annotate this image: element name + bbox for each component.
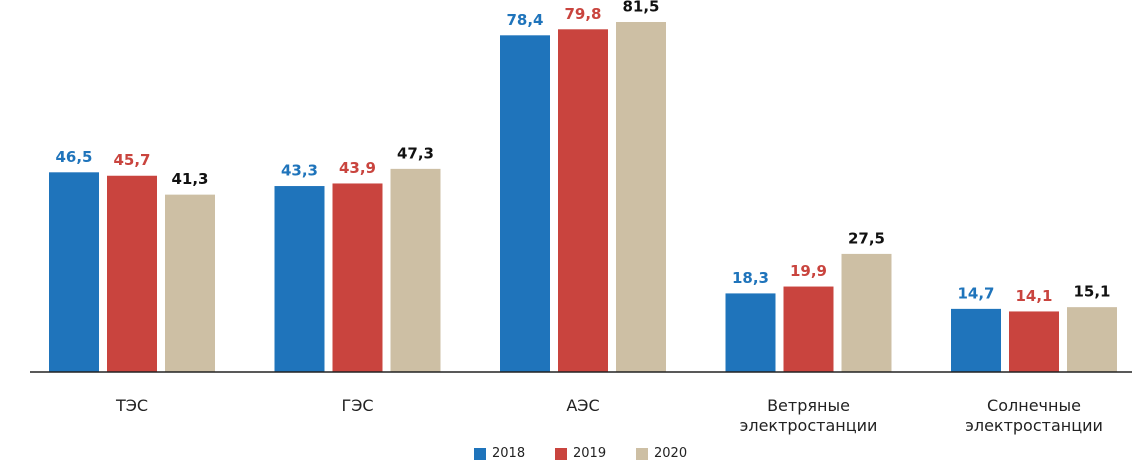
data-label: 19,9 [790,262,827,280]
bar [783,286,834,372]
legend-swatch [555,447,567,460]
data-label: 14,7 [957,284,994,302]
bar [500,35,550,372]
data-label: 18,3 [732,269,769,287]
bar [1067,307,1117,372]
data-label: 46,5 [55,148,92,166]
bar [49,172,99,372]
legend-item: 2019 [555,446,606,461]
bar [165,194,215,372]
bar [107,175,157,372]
bar [332,183,383,372]
data-label: 41,3 [171,170,208,188]
data-label: 79,8 [564,5,601,23]
data-label: 15,1 [1073,283,1110,301]
x-tick-label: ТЭС [115,396,149,415]
legend-swatch [636,447,648,460]
data-label: 43,9 [339,159,376,177]
x-tick-label: Ветряные электростанции [739,396,878,435]
bar [841,253,892,372]
data-label: 78,4 [506,11,543,29]
bar [390,168,441,372]
legend-label: 2019 [573,446,607,461]
x-tick-label: ГЭС [341,396,374,415]
legend-swatch [474,447,486,460]
bar [558,29,608,373]
data-label: 14,1 [1015,287,1052,305]
data-label: 43,3 [281,162,318,180]
bar [725,293,776,372]
data-label: 81,5 [622,0,659,16]
legend-item: 2018 [474,446,525,461]
bar [1009,311,1059,372]
data-label: 27,5 [848,229,885,247]
legend-label: 2020 [654,446,688,461]
x-tick-label: АЭС [566,396,600,415]
data-label: 45,7 [113,151,150,169]
data-label: 47,3 [397,144,434,162]
legend-item: 2020 [636,446,687,461]
bar [951,308,1001,372]
x-tick-label: Солнечные электростанции [965,396,1103,435]
bar [274,186,325,372]
legend-label: 2018 [492,446,526,461]
bar [616,22,666,372]
